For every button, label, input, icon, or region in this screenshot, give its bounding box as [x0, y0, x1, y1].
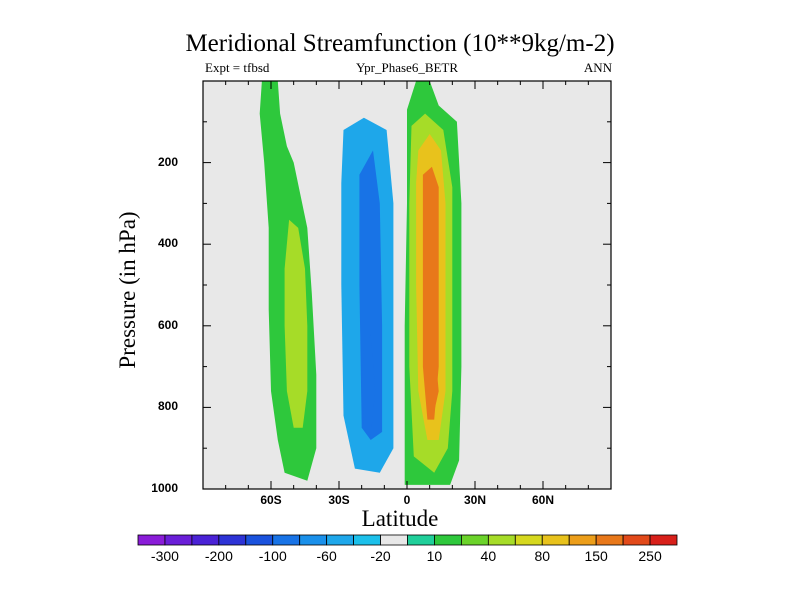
colorbar-box — [568, 534, 597, 546]
colorbar-label: 80 — [534, 548, 551, 564]
y-tick-label: 800 — [157, 399, 178, 414]
contour-negative-streak-60N — [545, 81, 553, 175]
colorbar-box — [541, 534, 570, 546]
y-tick-label: 1000 — [151, 481, 178, 495]
contour-negative-streak-70N-b — [577, 81, 582, 110]
colorbar-box — [595, 534, 624, 546]
colorbar-box — [380, 534, 408, 546]
colorbar-box — [191, 534, 220, 546]
y-tick-label: 200 — [157, 154, 178, 169]
x-axis-label: Latitude — [361, 506, 439, 531]
x-tick-label: 60N — [531, 493, 555, 507]
contour-negative-streak-70N-a — [565, 81, 573, 122]
colorbar-box — [514, 534, 543, 546]
colorbar-box — [137, 534, 166, 546]
contour-positive-cell-60S-inner — [284, 219, 308, 428]
x-tick-label: 30N — [463, 493, 487, 507]
colorbar-box — [299, 534, 328, 546]
contour-negative-blob-60S — [230, 276, 244, 436]
colorbar-label: 10 — [426, 548, 443, 564]
colorbar-label: -300 — [150, 548, 179, 564]
case-label: Ypr_Phase6_BETR — [355, 60, 459, 75]
colorbar-box — [353, 534, 381, 546]
colorbar-label: -100 — [258, 548, 287, 564]
x-tick-label: 30S — [328, 493, 350, 507]
season-label: ANN — [583, 60, 612, 75]
colorbar-box — [460, 534, 489, 546]
colorbar-box — [649, 534, 678, 546]
colorbar-label: -200 — [204, 548, 233, 564]
x-tick-label: 0 — [403, 493, 411, 507]
colorbar-box — [164, 534, 193, 546]
colorbar-box — [326, 534, 354, 546]
colorbar-box — [218, 534, 247, 546]
colorbar-box — [487, 534, 516, 546]
colorbar-box — [434, 534, 462, 546]
y-tick-label: 600 — [157, 317, 178, 332]
colorbar-box — [272, 534, 301, 546]
colorbar-label: 250 — [638, 548, 662, 564]
colorbar-label: 40 — [480, 548, 497, 564]
colorbar-label: 150 — [584, 548, 608, 564]
contour-negative-cell-southern-core — [361, 334, 376, 436]
colorbar-label: -60 — [316, 548, 337, 564]
contour-positive-cell-tropics-core — [429, 342, 439, 412]
x-tick-label: 60S — [260, 493, 282, 507]
colorbar-label: -20 — [370, 548, 391, 564]
colorbar-box — [245, 534, 274, 546]
y-tick-label: 400 — [157, 236, 178, 251]
plot-frame — [202, 80, 612, 490]
experiment-label: Expt = tfbsd — [205, 60, 270, 75]
contour-negative-cell-tiny — [327, 111, 333, 122]
chart-title: Meridional Streamfunction (10**9kg/m-2) — [185, 30, 615, 57]
colorbar-box — [407, 534, 435, 546]
colorbar-box — [622, 534, 651, 546]
contour-negative-cell-northern — [479, 183, 537, 432]
